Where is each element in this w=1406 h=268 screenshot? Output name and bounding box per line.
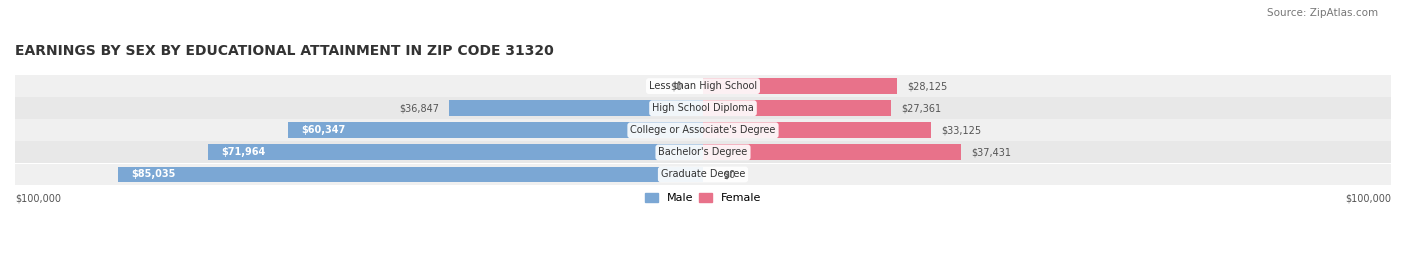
Text: $36,847: $36,847 <box>399 103 439 113</box>
Bar <box>450 100 703 116</box>
Text: EARNINGS BY SEX BY EDUCATIONAL ATTAINMENT IN ZIP CODE 31320: EARNINGS BY SEX BY EDUCATIONAL ATTAINMEN… <box>15 44 554 58</box>
Text: Less than High School: Less than High School <box>650 81 756 91</box>
Text: $71,964: $71,964 <box>222 147 266 157</box>
Bar <box>208 144 703 160</box>
Text: $0: $0 <box>671 81 682 91</box>
Bar <box>703 144 960 160</box>
Bar <box>15 97 1391 119</box>
Bar <box>703 122 931 138</box>
Bar <box>703 78 897 94</box>
Text: $33,125: $33,125 <box>941 125 981 135</box>
Text: College or Associate's Degree: College or Associate's Degree <box>630 125 776 135</box>
Text: Bachelor's Degree: Bachelor's Degree <box>658 147 748 157</box>
Text: $60,347: $60,347 <box>301 125 346 135</box>
Text: Graduate Degree: Graduate Degree <box>661 169 745 180</box>
Text: $27,361: $27,361 <box>901 103 942 113</box>
Bar <box>15 119 1391 141</box>
Text: $0: $0 <box>724 169 735 180</box>
Bar <box>15 75 1391 97</box>
Text: High School Diploma: High School Diploma <box>652 103 754 113</box>
Text: $85,035: $85,035 <box>132 169 176 180</box>
Bar <box>15 142 1391 163</box>
Legend: Male, Female: Male, Female <box>640 188 766 208</box>
Text: $100,000: $100,000 <box>1346 193 1391 203</box>
Text: Source: ZipAtlas.com: Source: ZipAtlas.com <box>1267 8 1378 18</box>
Bar <box>15 163 1391 185</box>
Bar <box>288 122 703 138</box>
Text: $37,431: $37,431 <box>972 147 1011 157</box>
Text: $28,125: $28,125 <box>907 81 948 91</box>
Text: $100,000: $100,000 <box>15 193 60 203</box>
Bar <box>118 166 703 183</box>
Bar <box>703 100 891 116</box>
